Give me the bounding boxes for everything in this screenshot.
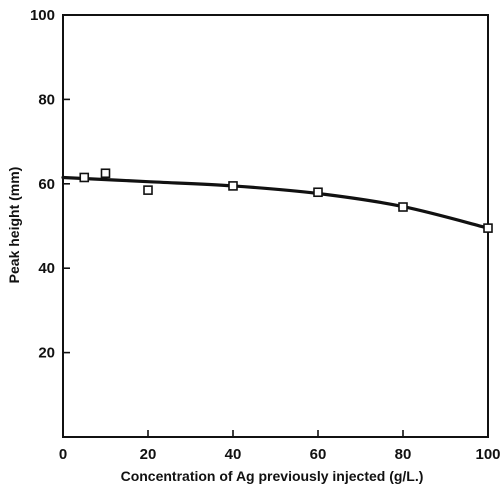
x-tick-label: 40 [225,446,242,463]
x-tick-label: 60 [310,446,327,463]
labels-layer: 0 20 40 60 80 100 20 40 60 80 100 [30,7,501,463]
data-point [228,181,238,191]
data-point [313,187,323,198]
data-point [398,202,408,212]
x-tick-label: 80 [395,446,412,463]
y-axis-title: Peak height (mm) [6,167,22,284]
x-tick-label: 20 [140,446,157,463]
x-tick-label: 0 [59,446,67,463]
ticks-layer [62,14,489,437]
y-tick-label: 20 [38,345,55,362]
y-tick-label: 40 [38,260,55,277]
data-point [483,223,493,233]
y-tick-label: 80 [38,91,55,108]
fit-curve [61,175,490,230]
data-point [79,172,90,183]
points-layer [79,168,493,233]
plot-frame [62,14,489,438]
x-tick-label: 100 [475,446,500,463]
y-tick-label: 60 [38,176,55,193]
data-point [143,185,153,195]
x-axis-title: Concentration of Ag previously injected … [121,468,424,484]
y-tick-label: 100 [30,7,55,24]
data-point [100,168,111,179]
